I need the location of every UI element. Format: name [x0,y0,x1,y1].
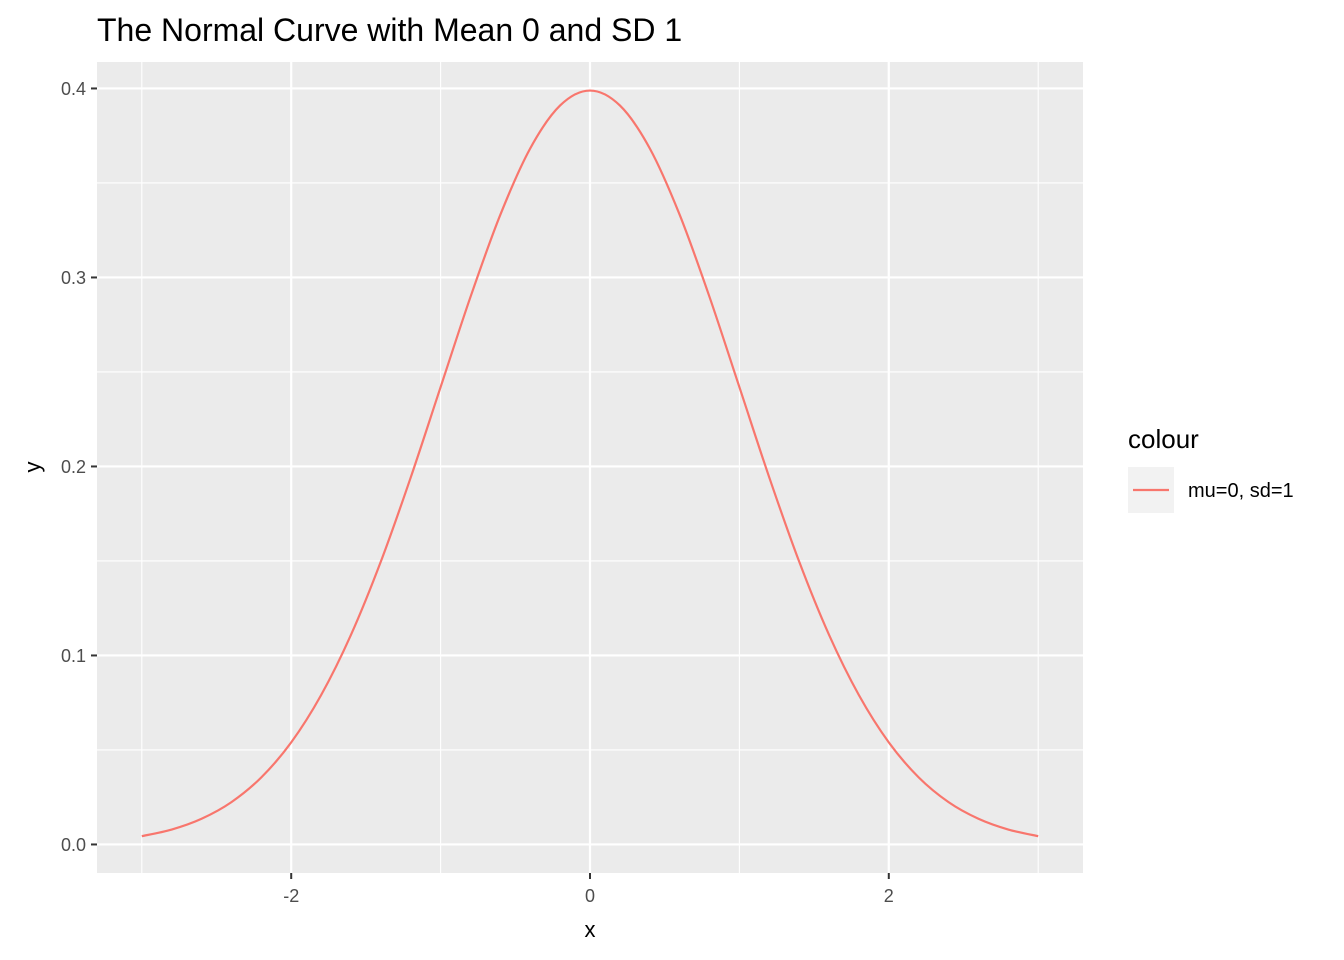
major-gridlines [97,62,1083,873]
y-tick-label: 0.1 [61,646,86,666]
y-tick-label: 0.3 [61,268,86,288]
x-axis: -2 0 2 [283,873,894,906]
y-axis: 0.0 0.1 0.2 0.3 0.4 [61,79,97,855]
y-axis-title: y [20,462,45,473]
legend: colour mu=0, sd=1 [1128,424,1294,513]
x-axis-title: x [585,917,596,942]
y-tick-label: 0.2 [61,457,86,477]
y-tick-label: 0.4 [61,79,86,99]
chart-title: The Normal Curve with Mean 0 and SD 1 [97,12,682,48]
x-tick-label: 2 [884,886,894,906]
legend-entry-label: mu=0, sd=1 [1188,480,1294,502]
legend-title: colour [1128,424,1199,454]
series-line-mu0-sd1 [141,89,1039,838]
y-tick-label: 0.0 [61,835,86,855]
x-tick-label: -2 [283,886,299,906]
x-tick-label: 0 [585,886,595,906]
